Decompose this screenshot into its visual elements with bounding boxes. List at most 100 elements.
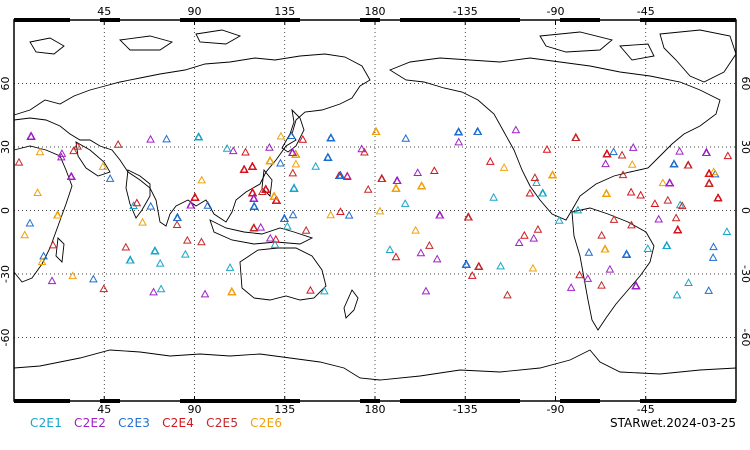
observation-marker [26,131,36,140]
observation-marker [241,147,250,156]
observation-marker [203,200,213,209]
observation-marker [672,290,682,299]
observation-marker [336,171,345,179]
bottom-lon-label: -45 [637,403,655,416]
observation-marker [425,241,434,249]
observation-marker [600,244,610,253]
observation-marker [628,143,638,151]
observation-marker [538,188,548,197]
observation-marker [416,248,426,257]
coastline-australia [239,247,327,301]
bottom-lon-label: 90 [188,403,202,416]
coastline-antarctica [13,349,737,381]
observation-marker [25,218,35,227]
observation-marker [125,255,135,264]
observation-marker [627,159,637,168]
right-lat-label: -30 [739,265,750,283]
observation-marker [617,150,627,159]
observation-marker [371,127,381,135]
observation-marker [708,253,718,261]
observation-marker [375,206,385,215]
top-lon-label: -90 [547,5,565,18]
top-lon-label: -135 [453,5,478,18]
observation-marker [525,188,535,197]
observation-marker [257,187,267,195]
observation-marker [627,220,636,229]
observation-marker [463,212,473,221]
coastline-indonesia [209,219,314,245]
observation-marker [673,225,683,234]
observation-marker [291,149,301,158]
observation-marker [683,160,693,169]
legend-item-c2e6: C2E6 [250,416,283,430]
top-lon-label: 45 [97,5,111,18]
observation-marker [391,183,401,192]
observation-marker [597,280,606,289]
legend-item-c2e4: C2E4 [162,416,195,430]
observation-marker [155,258,165,267]
observation-marker [20,230,30,239]
legend-item-c2e3: C2E3 [118,416,151,430]
observation-marker [146,134,155,143]
observation-marker [256,222,266,231]
observation-marker [474,261,484,270]
observation-marker [68,271,77,280]
observation-marker [609,215,619,223]
observation-marker [288,210,298,219]
observation-marker [520,230,529,239]
bottom-lon-label: -90 [547,403,565,416]
observation-marker [575,270,584,279]
observation-marker [622,249,631,258]
observation-marker [662,241,672,250]
observation-marker [605,264,615,273]
observation-marker [485,157,495,165]
observation-marker [35,147,45,156]
observation-marker [47,276,57,285]
observation-marker [121,242,131,251]
observation-marker [248,188,257,197]
left-lat-label: 0 [0,207,12,214]
observation-marker [626,187,636,196]
observation-marker [225,263,235,271]
coastline-north-america [389,57,721,221]
observation-marker [631,281,641,290]
observation-marker [684,278,693,286]
coastline-arabia [75,141,111,177]
observation-marker [602,188,611,197]
observation-marker [138,217,147,226]
observation-marker [249,223,259,232]
left-lat-label: -60 [0,329,12,347]
observation-marker [669,159,679,168]
observation-marker [643,244,653,252]
observation-marker [291,159,301,168]
observation-marker [357,144,367,153]
bottom-lon-label: -135 [453,403,478,416]
coastline-japan [281,108,305,153]
left-lat-label: -30 [0,265,12,283]
observation-marker [265,156,275,165]
observation-marker [173,213,182,222]
observation-marker [162,134,171,143]
coastline-south-america [571,207,655,331]
top-lon-label: 135 [274,5,295,18]
observation-marker [73,141,82,150]
observation-marker [722,227,732,236]
observation-marker [282,221,292,230]
observation-marker [429,166,439,175]
observation-marker [503,290,512,299]
observation-marker [709,167,719,176]
observation-marker [654,214,664,223]
observation-marker [511,125,521,134]
observation-marker [597,230,607,239]
observation-marker [287,131,296,140]
observation-marker [288,148,297,156]
observation-marker [197,237,206,246]
observation-marker [326,133,336,142]
dataset-date-stamp: STARwet.2024-03-25 [609,416,736,430]
observation-marker [132,198,142,207]
observation-marker [14,157,24,166]
observation-marker [190,192,200,201]
observation-marker [200,289,210,298]
observation-marker [57,149,67,157]
